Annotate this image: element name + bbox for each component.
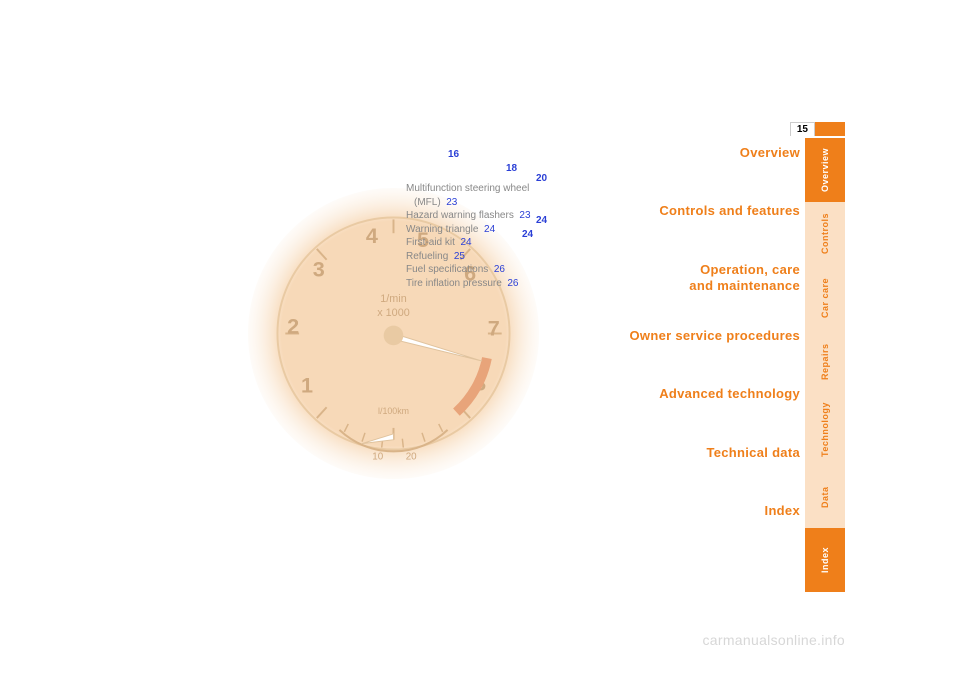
- toc-line: (MFL) 23: [406, 196, 531, 210]
- tacho-num: 7: [488, 315, 500, 340]
- toc-col2-page: 18: [506, 162, 517, 176]
- section-index[interactable]: Index: [570, 503, 800, 519]
- tacho-num: 2: [287, 314, 299, 339]
- tab-overview[interactable]: Overview: [805, 138, 845, 202]
- watermark: carmanualsonline.info: [703, 632, 846, 648]
- section-technical-data[interactable]: Technical data: [570, 445, 800, 461]
- toc-line: First-aid kit 24: [406, 236, 531, 250]
- tab-controls[interactable]: Controls: [805, 202, 845, 266]
- tacho-num: 4: [366, 223, 378, 248]
- toc-line: Multifunction steering wheel: [406, 182, 531, 196]
- section-overview[interactable]: Overview: [570, 145, 800, 161]
- toc-block: 16 18 20 24 24 Multifunction steering wh…: [406, 148, 531, 290]
- tacho-unit-bottom: x 1000: [377, 307, 409, 319]
- tacho-num: 3: [313, 256, 325, 281]
- section-advanced-tech[interactable]: Advanced technology: [570, 386, 800, 402]
- tab-repairs[interactable]: Repairs: [805, 330, 845, 394]
- section-list: Overview Controls and features Operation…: [570, 145, 800, 519]
- toc-col2-page: 24: [536, 214, 547, 228]
- tab-car-care[interactable]: Car care: [805, 266, 845, 330]
- toc-col2-page: 20: [536, 172, 547, 186]
- page-number-bar: 15: [790, 122, 845, 136]
- fuel-num: 10: [372, 451, 383, 462]
- fuel-num: 20: [406, 451, 417, 462]
- section-controls[interactable]: Controls and features: [570, 203, 800, 219]
- toc-line: Warning triangle 24: [406, 223, 531, 237]
- toc-heading-page: 16: [448, 148, 459, 162]
- toc-line: Hazard warning flashers 23: [406, 209, 531, 223]
- tab-index[interactable]: Index: [805, 528, 845, 592]
- toc-col2-page: 24: [522, 228, 533, 242]
- side-tabs: OverviewControlsCar careRepairsTechnolog…: [805, 138, 845, 593]
- tacho-num: 1: [301, 373, 313, 398]
- toc-line: Refueling 25: [406, 250, 531, 264]
- toc-line: Tire inflation pressure 26: [406, 277, 531, 291]
- section-owner-service[interactable]: Owner service procedures: [570, 328, 800, 344]
- tab-data[interactable]: Data: [805, 466, 845, 528]
- tab-technology[interactable]: Technology: [805, 394, 845, 466]
- tacho-unit-top: 1/min: [380, 293, 406, 305]
- fuel-label: l/100km: [378, 406, 409, 416]
- section-operation[interactable]: Operation, careand maintenance: [570, 262, 800, 295]
- toc-line: Fuel specifications 26: [406, 263, 531, 277]
- page-number: 15: [790, 122, 815, 136]
- page-number-accent: [815, 122, 845, 136]
